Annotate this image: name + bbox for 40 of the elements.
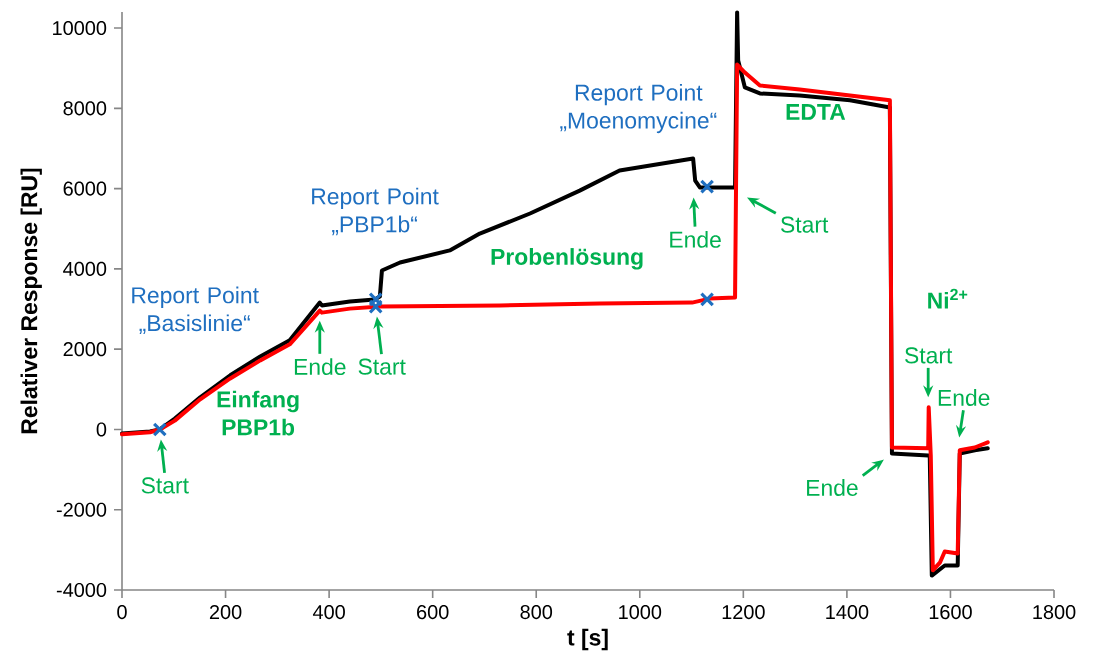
x-axis-title: t [s] (567, 628, 608, 651)
x-tick-label: 600 (417, 605, 449, 620)
annotation: Start (905, 347, 953, 364)
y-axis-title: Relativer Response [RU] (20, 168, 42, 434)
y-tick-label: 4000 (63, 261, 107, 276)
y-tick-label: 0 (96, 422, 107, 437)
x-tick-label: 200 (209, 605, 242, 620)
y-tick-label: -2000 (56, 502, 107, 517)
x-tick-label: 1800 (1033, 605, 1076, 620)
annotation: Probenlösung (491, 248, 643, 270)
x-tick-label: 1400 (826, 605, 869, 620)
annotation: EDTA (786, 104, 846, 120)
annotation: Report Point „Moenomycine“ (560, 83, 717, 134)
annotation: Ende (670, 231, 721, 248)
annotation: Einfang PBP1b (217, 390, 299, 436)
annotation: Report Point „PBP1b“ (312, 187, 439, 236)
point (699, 292, 715, 307)
y-tick-label: -4000 (56, 582, 107, 598)
point (699, 179, 715, 194)
annotation: Start (141, 477, 189, 494)
point (368, 299, 383, 314)
annotation: Ende (294, 358, 346, 376)
annotation: Ni$^{2+}$ (928, 288, 968, 309)
y-tick-label: 8000 (63, 101, 107, 116)
annotation: Start (358, 358, 406, 375)
annotation: Ende (938, 389, 990, 406)
annotation: Report Point „Basislinie“ (132, 286, 259, 334)
x-tick-label: 1600 (929, 605, 972, 620)
point (368, 292, 383, 307)
x-tick-label: 800 (520, 605, 553, 620)
x-tick-label: 400 (312, 605, 345, 620)
y-tick-label: 2000 (63, 342, 107, 357)
x-tick-label: 1200 (722, 605, 765, 620)
y-tick-label: 10000 (53, 21, 107, 36)
x-tick-label: 1000 (619, 605, 662, 620)
annotation: Ende (807, 479, 858, 496)
point (152, 422, 168, 437)
x-tick-label: 0 (117, 605, 127, 620)
y-tick-label: 6000 (63, 181, 107, 196)
annotation: Start (781, 216, 829, 233)
